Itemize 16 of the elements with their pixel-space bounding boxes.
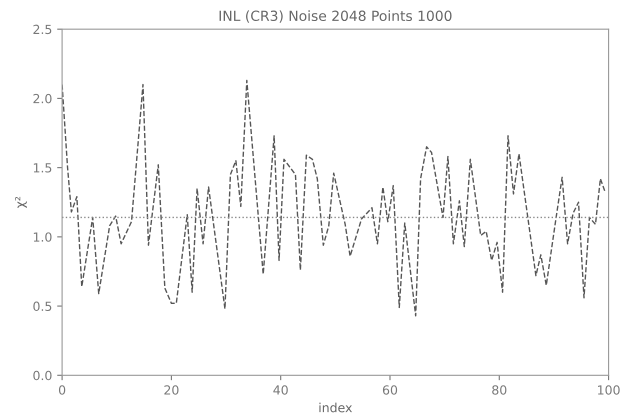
x-axis-title: index [319, 402, 352, 412]
x-tick-label: 40 [273, 385, 288, 395]
x-tick-label: 60 [382, 385, 398, 395]
x-tick-label: 100 [598, 385, 620, 395]
x-tick-label: 0 [58, 385, 66, 395]
y-tick-label: 0.5 [33, 302, 52, 312]
y-tick-label: 1.0 [34, 232, 52, 242]
x-tick-label: 80 [492, 385, 506, 395]
x-tick-label: 20 [164, 385, 179, 395]
y-tick-label: 2.0 [33, 94, 52, 104]
y-axis-title: χ² [15, 196, 27, 208]
y-tick-label: 2.5 [33, 24, 52, 34]
line-series [62, 80, 606, 316]
y-tick-label: 0.0 [33, 370, 52, 380]
y-tick-label: 1.5 [34, 163, 52, 173]
chart-title: INL (CR3) Noise 2048 Points 1000 [220, 10, 452, 23]
